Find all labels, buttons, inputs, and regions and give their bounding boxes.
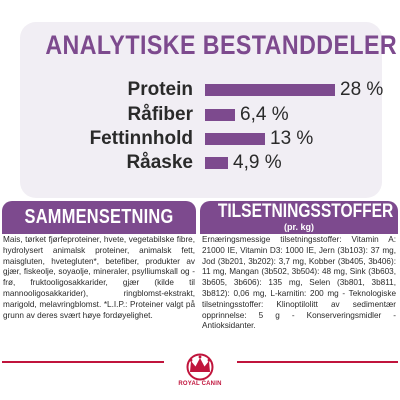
divider-right: [237, 361, 398, 363]
nutrient-label: Råfiber: [127, 104, 193, 125]
divider-left: [2, 361, 164, 363]
nutrient-value: 4,9 %: [233, 152, 282, 173]
nutrient-row-fiber: Råfiber 6,4 %: [0, 103, 400, 127]
nutrient-row-ash: Råaske 4,9 %: [0, 151, 400, 175]
composition-text: Mais, tørket fjørfeproteiner, hvete, veg…: [3, 235, 195, 320]
royal-canin-crown-icon: [170, 351, 230, 381]
nutrient-bar: [205, 109, 235, 121]
nutrient-row-protein: Protein 28 %: [0, 78, 400, 102]
nutrient-value: 6,4 %: [240, 104, 289, 125]
nutrient-bar: [205, 133, 265, 145]
nutrient-label: Råaske: [126, 152, 193, 173]
nutrient-value: 28 %: [340, 79, 384, 100]
additives-text: Ernæringsmessige tilsetningsstoffer: Vit…: [202, 235, 396, 331]
brand-wordmark: ROYAL CANIN: [178, 381, 222, 387]
nutrient-label: Fettinnhold: [89, 128, 193, 149]
nutrient-label: Protein: [127, 79, 193, 100]
nutrient-row-fat: Fettinnhold 13 %: [0, 127, 400, 151]
analysis-title: ANALYTISKE BESTANDDELER: [45, 30, 398, 60]
composition-heading: SAMMENSETNING: [24, 206, 174, 228]
nutrient-bar: [205, 84, 335, 96]
additives-heading: TILSETNINGSSTOFFER: [217, 201, 394, 222]
additives-subheading: (pr. kg): [283, 222, 314, 232]
analysis-panel: [20, 22, 382, 198]
nutrient-bar: [205, 157, 228, 169]
nutrient-value: 13 %: [270, 128, 314, 149]
additives-banner: TILSETNINGSSTOFFER (pr. kg): [200, 201, 398, 234]
composition-banner: SAMMENSETNING: [2, 201, 196, 234]
